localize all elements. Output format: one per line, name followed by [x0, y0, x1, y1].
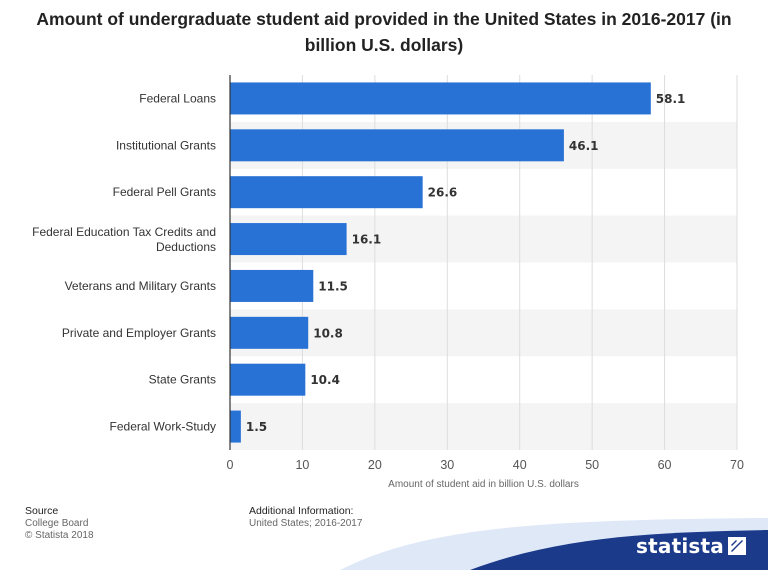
category-label: Federal Pell Grants — [113, 185, 216, 199]
x-tick-label: 20 — [368, 458, 382, 472]
statista-logo-icon — [728, 537, 746, 555]
category-label: Veterans and Military Grants — [65, 279, 216, 293]
value-label: 58.1 — [656, 92, 686, 106]
bar — [230, 269, 314, 302]
row-band — [230, 309, 737, 357]
category-label: State Grants — [149, 373, 216, 387]
brand-wave — [340, 518, 768, 570]
value-label: 10.8 — [313, 326, 343, 340]
x-tick-label: 70 — [730, 458, 744, 472]
source-heading: Source — [25, 505, 59, 517]
source-line: College Board — [25, 517, 89, 529]
additional-info-text: United States; 2016-2017 — [249, 517, 363, 529]
row-band — [230, 403, 737, 450]
value-label: 46.1 — [569, 139, 599, 153]
x-tick-label: 0 — [227, 458, 234, 472]
value-label: 11.5 — [318, 279, 348, 293]
bar-chart: Federal Loans Institutional Grants Federal… — [32, 75, 744, 490]
additional-info-heading: Additional Information: — [249, 505, 354, 517]
category-label: Private and Employer Grants — [62, 326, 216, 340]
x-tick-label: 50 — [585, 458, 599, 472]
bar — [230, 410, 241, 443]
x-tick-label: 10 — [295, 458, 309, 472]
value-label: 16.1 — [352, 233, 382, 247]
additional-info-block: Additional Information: United States; 2… — [249, 505, 362, 530]
category-label: Federal Work-Study — [110, 420, 216, 434]
category-label: Institutional Grants — [116, 138, 216, 152]
category-label: Federal Loans — [139, 91, 216, 105]
bar — [230, 129, 564, 162]
copyright-line: © Statista 2018 — [25, 530, 94, 541]
bar — [230, 316, 309, 349]
value-label: 1.5 — [246, 420, 267, 434]
brand-banner: statista — [0, 514, 768, 570]
bar — [230, 223, 347, 256]
category-label: Federal Education Tax Credits and Deducti… — [32, 225, 216, 254]
statista-logo: statista — [636, 534, 746, 558]
x-tick-label: 30 — [440, 458, 454, 472]
x-tick-label: 40 — [513, 458, 527, 472]
source-block: Source College Board © Statista 2018 — [25, 505, 94, 543]
value-label: 26.6 — [428, 186, 458, 200]
x-axis-label: Amount of student aid in billion U.S. do… — [388, 479, 579, 490]
bar — [230, 363, 306, 396]
bar — [230, 176, 423, 209]
chart-title: Amount of undergraduate student aid prov… — [36, 9, 732, 55]
bar — [230, 82, 651, 115]
value-label: 10.4 — [310, 373, 340, 387]
brand-name: statista — [636, 534, 724, 558]
x-tick-label: 60 — [658, 458, 672, 472]
